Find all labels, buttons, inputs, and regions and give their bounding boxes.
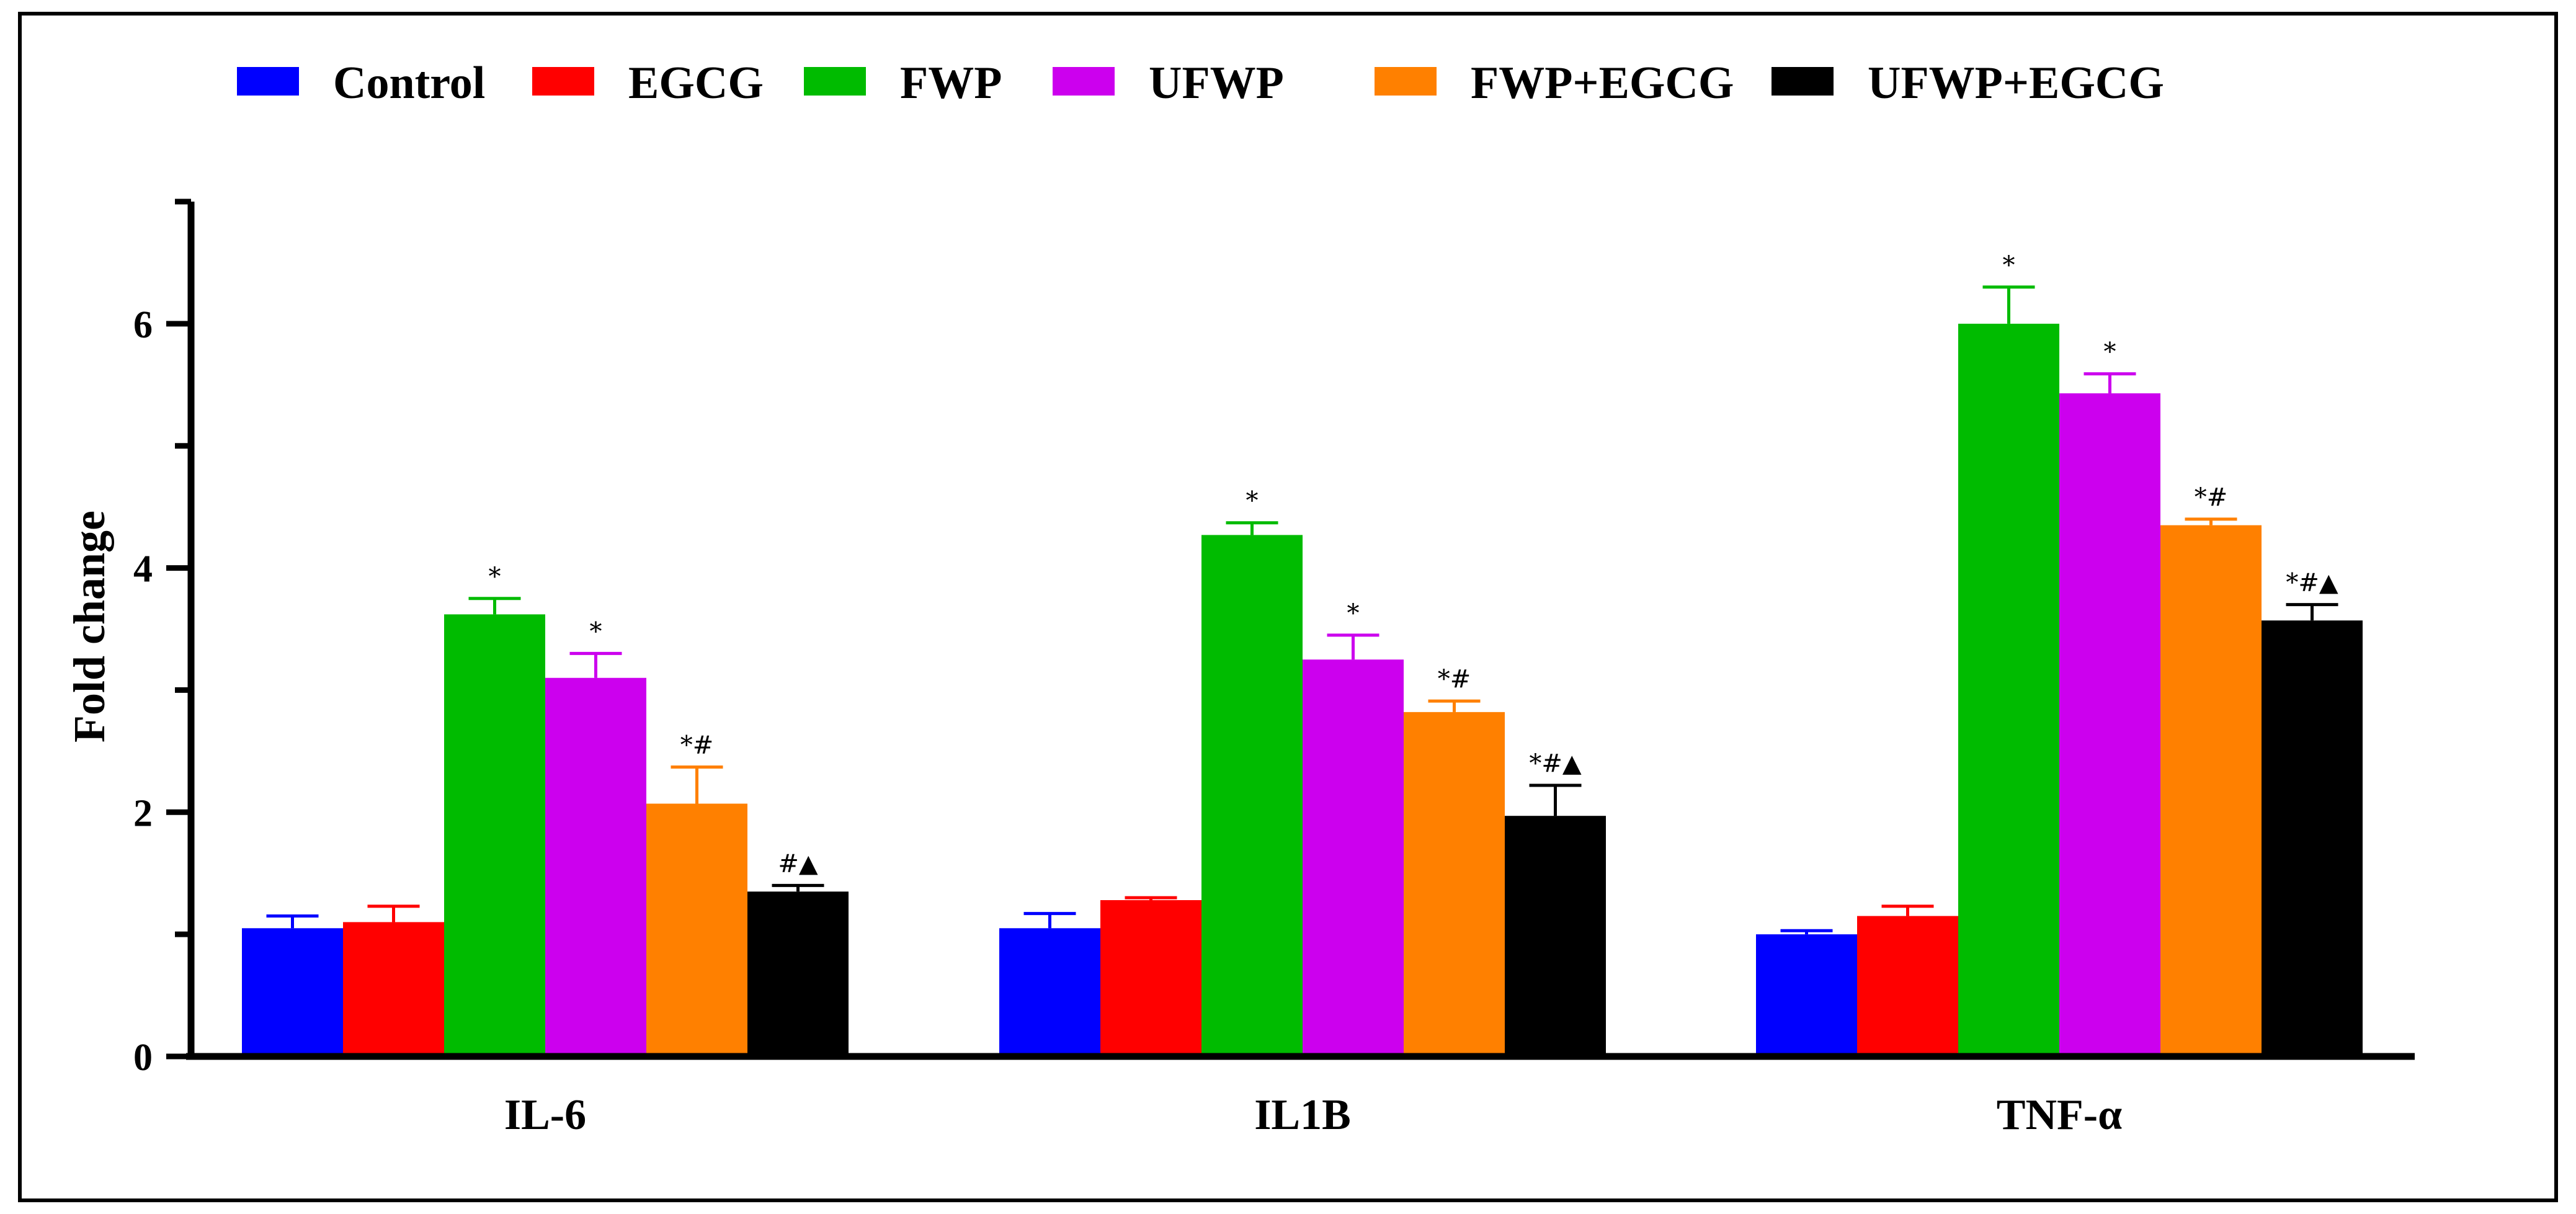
legend-swatch-ufwp: [1053, 67, 1115, 96]
annotation-ufwp-egcg-tnf: *#▲: [2286, 569, 2338, 597]
bar-fwp-egcg-il1b: [1404, 712, 1505, 1056]
bar-egcg-il1b: [1100, 900, 1201, 1056]
annotation-fwp-egcg-il1b: *#: [1438, 665, 1471, 694]
legend-item-fwp: FWP: [804, 58, 1002, 109]
legend-swatch-ufwp-egcg: [1772, 67, 1834, 96]
bar-ufwp-egcg-tnf: [2262, 620, 2363, 1056]
bar-control-il1b: [999, 928, 1100, 1056]
legend-item-control: Control: [237, 58, 485, 109]
legend-item-ufwp: UFWP: [1053, 58, 1284, 109]
bar-fwp-il1b: [1201, 535, 1303, 1056]
annotation-ufwp-egcg-il1b: *#▲: [1529, 749, 1582, 778]
x-tick-label-tnf: TNF-α: [1997, 1091, 2122, 1139]
legend-item-egcg: EGCG: [532, 58, 764, 109]
annotation-ufwp-tnf: *: [2104, 338, 2116, 367]
bar-fwp-egcg-il-6: [646, 803, 747, 1056]
legend: Control EGCG FWP UFWP FWP+EGCG UFWP+EGCG: [237, 58, 2164, 109]
bar-egcg-tnf: [1857, 916, 1958, 1056]
bar-fwp-egcg-tnf: [2160, 525, 2262, 1056]
legend-label-ufwp-egcg: UFWP+EGCG: [1868, 58, 2164, 109]
bar-fwp-tnf: [1958, 323, 2059, 1056]
annotation-fwp-tnf: *: [2003, 251, 2015, 280]
bar-fwp-il-6: [444, 614, 545, 1056]
legend-swatch-control: [237, 67, 299, 96]
legend-label-control: Control: [333, 58, 485, 109]
legend-label-fwp: FWP: [900, 58, 1002, 109]
legend-item-fwp-egcg: FWP+EGCG: [1375, 58, 1734, 109]
y-tick-label: 4: [133, 548, 153, 591]
bar-ufwp-il-6: [545, 677, 646, 1056]
legend-label-egcg: EGCG: [628, 58, 764, 109]
annotation-fwp-il-6: *: [489, 563, 501, 591]
y-axis-title: Fold change: [65, 511, 114, 743]
legend-swatch-fwp-egcg: [1375, 67, 1437, 96]
x-tick-label-il1b: IL1B: [1254, 1091, 1351, 1139]
axes: 0 2 4 6 IL-6 IL1B TNF-α: [133, 199, 2415, 1139]
y-tick-label: 0: [133, 1037, 153, 1079]
bar-egcg-il-6: [343, 922, 444, 1056]
bar-ufwp-egcg-il1b: [1505, 816, 1606, 1056]
bar-ufwp-il1b: [1303, 659, 1404, 1056]
annotation-fwp-il1b: *: [1246, 487, 1259, 516]
y-tick-label: 6: [133, 304, 153, 346]
bar-control-il-6: [242, 928, 343, 1056]
annotation-ufwp-il-6: *: [590, 617, 602, 646]
x-tick-label-il-6: IL-6: [504, 1091, 586, 1139]
y-tick-label: 2: [133, 792, 153, 834]
legend-item-ufwp-egcg: UFWP+EGCG: [1772, 58, 2164, 109]
annotation-ufwp-il1b: *: [1347, 599, 1360, 628]
bar-ufwp-tnf: [2059, 393, 2160, 1057]
annotation-fwp-egcg-tnf: *#: [2195, 483, 2228, 512]
annotation-fwp-egcg-il-6: *#: [680, 731, 714, 759]
legend-label-fwp-egcg: FWP+EGCG: [1471, 58, 1734, 109]
bars: * * *# #▲ * * *# *#▲ * * *# *#▲: [242, 251, 2363, 1057]
legend-swatch-fwp: [804, 67, 866, 96]
annotation-ufwp-egcg-il-6: #▲: [778, 849, 818, 878]
legend-swatch-egcg: [532, 67, 594, 96]
bar-ufwp-egcg-il-6: [747, 891, 849, 1056]
legend-label-ufwp: UFWP: [1149, 58, 1284, 109]
bar-control-tnf: [1756, 934, 1857, 1056]
